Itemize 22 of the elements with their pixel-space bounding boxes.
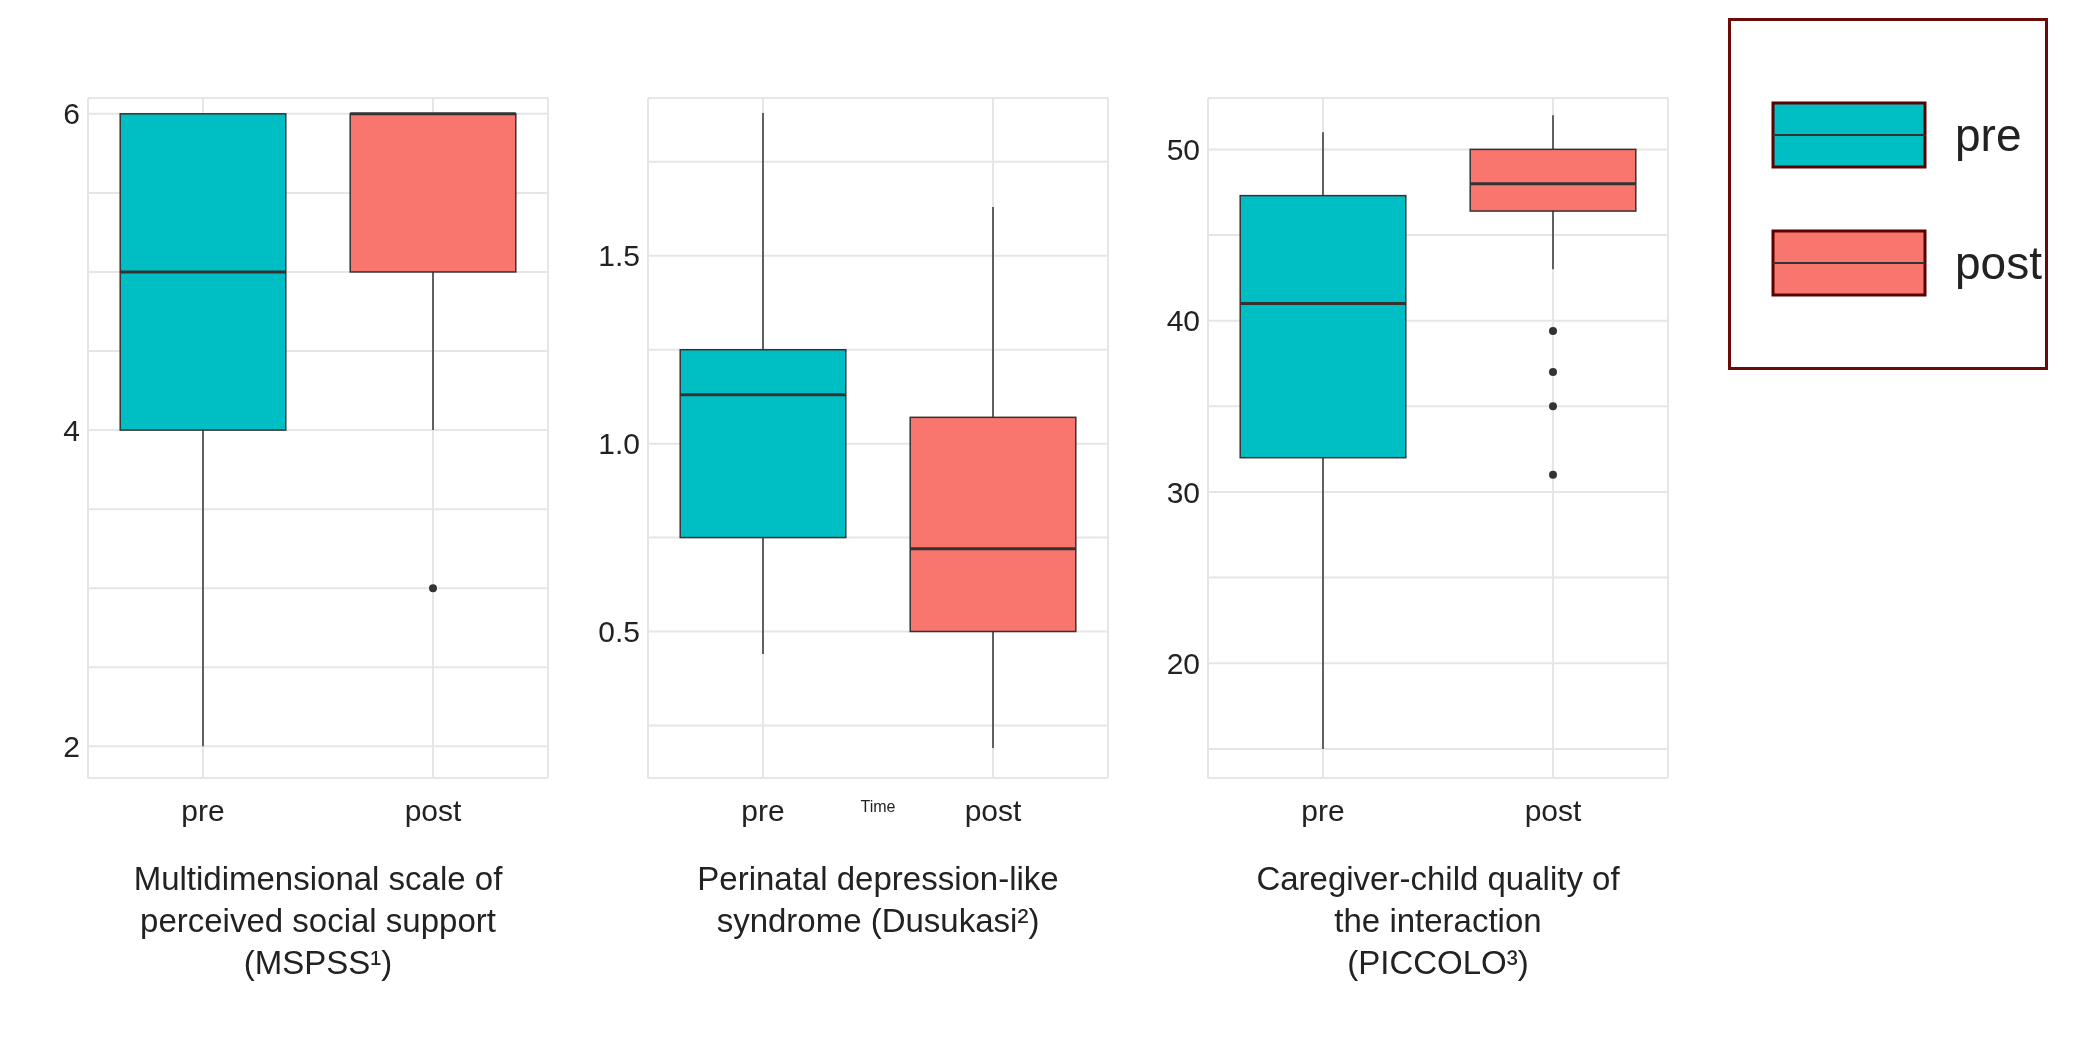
y-tick-label: 4 (63, 413, 80, 447)
x-tick-label: pre (741, 794, 785, 828)
y-tick-label: 1.0 (598, 427, 640, 461)
x-tick-label: post (964, 794, 1023, 828)
y-tick-label: 6 (63, 97, 80, 131)
text: Caregiver-child quality of the interaction (PICCOLO³) (1255, 859, 1621, 983)
y-tick-label: 2 (63, 730, 80, 764)
text: Perinatal depression-like syndrome (Dusukasi²) (696, 859, 1060, 941)
y-tick-label: 20 (1166, 646, 1200, 680)
text: Multidimensional scale of perceived social support (MSPSS¹) (132, 859, 504, 983)
legend-label: post (1955, 236, 2042, 290)
legend-label: pre (1955, 108, 2022, 162)
x-axis-title: Time (860, 798, 896, 815)
y-tick-label: 0.5 (598, 615, 640, 649)
x-tick-label: post (1524, 794, 1583, 828)
y-tick-label: 30 (1166, 475, 1200, 509)
x-tick-label: pre (181, 794, 225, 828)
y-tick-label: 50 (1166, 133, 1200, 167)
x-tick-label: post (404, 794, 463, 828)
y-tick-label: 1.5 (598, 239, 640, 273)
x-tick-label: pre (1301, 794, 1345, 828)
y-tick-label: 40 (1166, 304, 1200, 338)
